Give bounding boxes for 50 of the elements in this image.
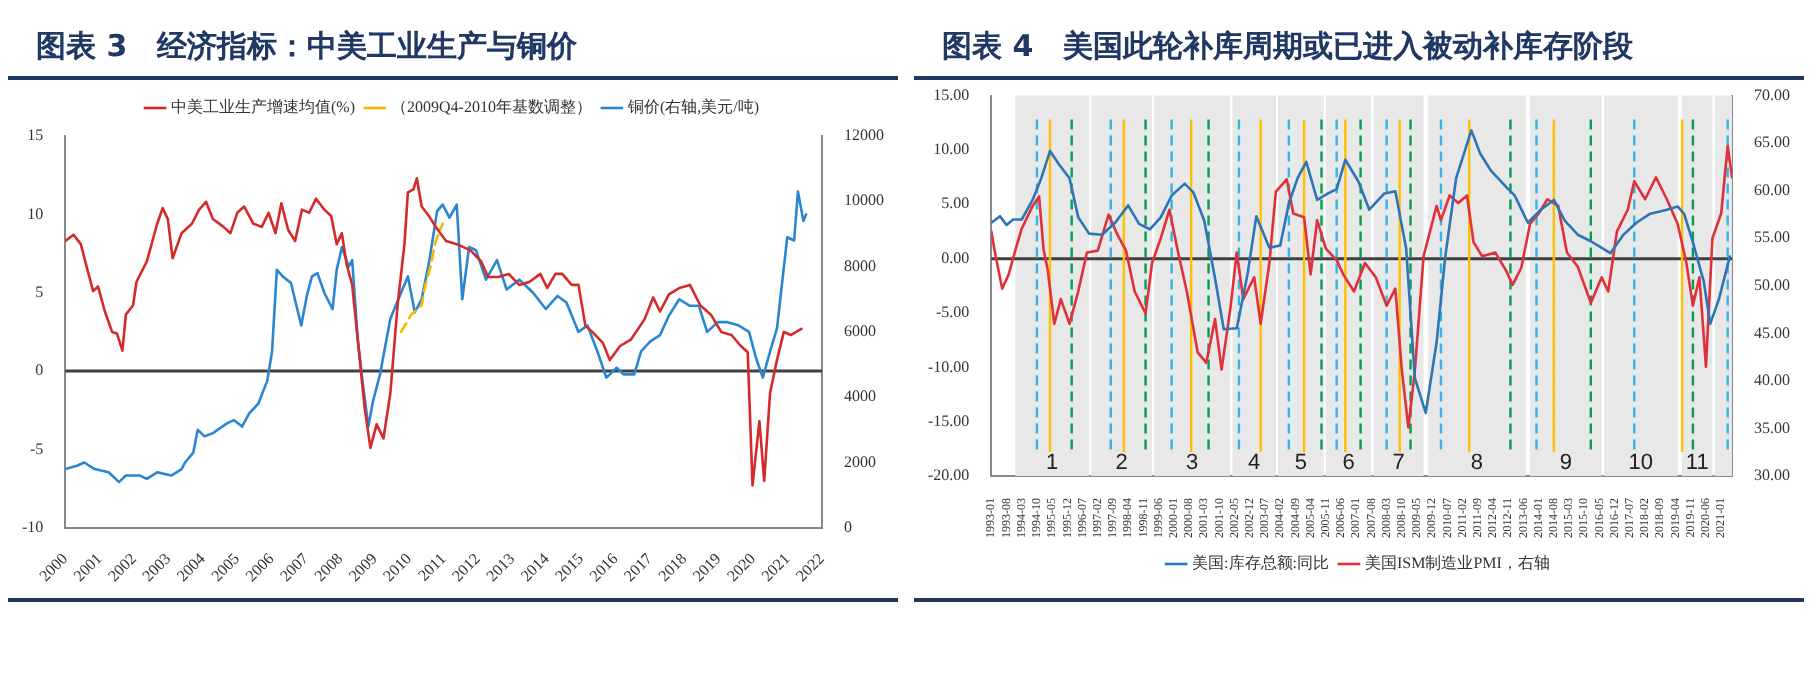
band-label: 7 [1392,451,1405,476]
band-label: 1 [1046,451,1059,476]
y2-tick-label: 70.00 [1754,85,1790,104]
y2-tick-label: 40.00 [1754,371,1790,390]
band-label: 2 [1115,451,1128,476]
y2-tick-label: 60.00 [1754,180,1790,199]
chart-title: 图表 3 经济指标：中美工业生产与铜价 [8,16,898,80]
band-label: 6 [1342,451,1355,476]
y2-tick-label: 0 [844,517,852,536]
y-tick-label: 10.00 [933,140,970,159]
legend-label: 美国ISM制造业PMI，右轴 [1364,554,1550,573]
y-tick-label: -5.00 [935,303,970,322]
legend-label: 中美工业生产增速均值(%) [171,98,356,117]
y2-tick-label: 45.00 [1754,323,1790,342]
band-label: 3 [1186,451,1199,476]
band-label: 8 [1470,451,1483,476]
x-tick-label: 2011 [414,549,450,585]
y2-tick-label: 65.00 [1754,133,1790,152]
y2-tick-label: 6000 [844,322,876,341]
y-tick-label: 10 [27,204,44,223]
y2-tick-label: 2000 [844,452,876,471]
y-tick-label: -10.00 [927,357,970,376]
band-label: 9 [1559,451,1572,476]
legend-label: 铜价(右轴,美元/吨) [625,98,760,117]
band-label: 10 [1628,451,1654,476]
y-tick-label: -15.00 [927,411,970,430]
y2-tick-label: 50.00 [1754,275,1790,294]
band-label: 4 [1248,451,1261,476]
y-tick-label: 15.00 [933,85,970,104]
legend-label: （2009Q4-2010年基数调整） [391,98,592,117]
y2-tick-label: 55.00 [1754,228,1790,247]
y-tick-label: 5.00 [941,194,970,213]
y2-tick-label: 30.00 [1754,466,1790,485]
y-tick-label: 15 [27,126,44,145]
y-tick-label: -10 [21,517,44,536]
chart-title: 图表 4 美国此轮补库周期或已进入被动补库存阶段 [914,16,1804,80]
y2-tick-label: 12000 [844,126,884,145]
band-label: 11 [1685,451,1709,476]
y-tick-label: -20.00 [927,466,970,485]
y2-tick-label: 8000 [844,256,876,275]
band-label: 5 [1294,451,1307,476]
y2-tick-label: 35.00 [1754,418,1790,437]
y-tick-label: 0.00 [941,248,970,267]
legend-label: 美国:库存总额:同比 [1192,554,1330,573]
y-tick-label: 0 [35,361,44,380]
line-series [399,222,444,334]
y-tick-label: 5 [35,282,44,301]
y-tick-label: -5 [29,439,44,458]
y2-tick-label: 10000 [844,191,884,210]
y2-tick-label: 4000 [844,387,876,406]
